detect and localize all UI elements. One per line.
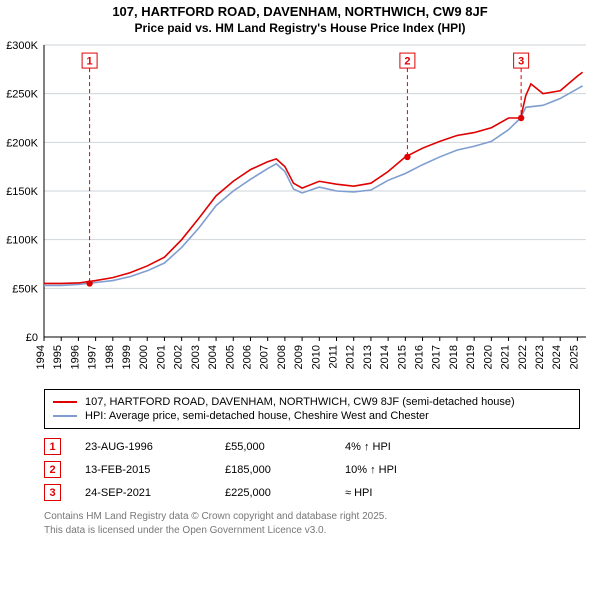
event-delta: 10% ↑ HPI <box>345 464 397 476</box>
svg-text:2022: 2022 <box>517 345 529 369</box>
footnote-line1: Contains HM Land Registry data © Crown c… <box>44 510 580 524</box>
event-date: 13-FEB-2015 <box>85 464 225 476</box>
legend-item: 107, HARTFORD ROAD, DAVENHAM, NORTHWICH,… <box>53 395 571 409</box>
svg-text:2015: 2015 <box>396 345 408 369</box>
svg-text:£250K: £250K <box>6 89 38 101</box>
svg-text:2025: 2025 <box>568 345 580 369</box>
legend-label: 107, HARTFORD ROAD, DAVENHAM, NORTHWICH,… <box>85 396 515 408</box>
event-badge: 1 <box>44 438 61 455</box>
legend-swatch <box>53 415 77 417</box>
svg-text:2023: 2023 <box>534 345 546 369</box>
svg-text:2013: 2013 <box>362 345 374 369</box>
event-row: 3 24-SEP-2021£225,000≈ HPI <box>44 481 580 504</box>
svg-text:2011: 2011 <box>328 345 340 369</box>
event-date: 24-SEP-2021 <box>85 487 225 499</box>
svg-text:2005: 2005 <box>224 345 236 369</box>
svg-text:1: 1 <box>87 55 93 67</box>
svg-text:1994: 1994 <box>35 345 47 369</box>
legend-item: HPI: Average price, semi-detached house,… <box>53 409 571 423</box>
svg-text:2012: 2012 <box>345 345 357 369</box>
svg-text:£200K: £200K <box>6 137 38 149</box>
svg-text:2009: 2009 <box>293 345 305 369</box>
title-sub: Price paid vs. HM Land Registry's House … <box>0 21 600 35</box>
svg-text:£100K: £100K <box>6 235 38 247</box>
event-delta: 4% ↑ HPI <box>345 441 391 453</box>
svg-text:1995: 1995 <box>52 345 64 369</box>
chart-container: 107, HARTFORD ROAD, DAVENHAM, NORTHWICH,… <box>0 0 600 590</box>
svg-text:2001: 2001 <box>155 345 167 369</box>
event-delta: ≈ HPI <box>345 487 372 499</box>
event-price: £225,000 <box>225 487 345 499</box>
event-badge: 2 <box>44 461 61 478</box>
svg-text:1996: 1996 <box>69 345 81 369</box>
footnote: Contains HM Land Registry data © Crown c… <box>44 510 580 537</box>
title-block: 107, HARTFORD ROAD, DAVENHAM, NORTHWICH,… <box>0 0 600 35</box>
svg-text:2000: 2000 <box>138 345 150 369</box>
svg-text:£50K: £50K <box>12 283 38 295</box>
event-price: £55,000 <box>225 441 345 453</box>
svg-text:2021: 2021 <box>500 345 512 369</box>
svg-text:1997: 1997 <box>87 345 99 369</box>
svg-text:2014: 2014 <box>379 345 391 369</box>
svg-text:2016: 2016 <box>414 345 426 369</box>
event-row: 2 13-FEB-2015£185,00010% ↑ HPI <box>44 458 580 481</box>
svg-text:2: 2 <box>404 55 410 67</box>
svg-text:2024: 2024 <box>551 345 563 369</box>
title-main: 107, HARTFORD ROAD, DAVENHAM, NORTHWICH,… <box>0 4 600 19</box>
event-badge: 3 <box>44 484 61 501</box>
svg-text:2008: 2008 <box>276 345 288 369</box>
svg-text:£150K: £150K <box>6 186 38 198</box>
svg-text:2004: 2004 <box>207 345 219 369</box>
svg-text:1999: 1999 <box>121 345 133 369</box>
line-chart: £0 £50K £100K £150K £200K £250K £300K 1994 1995 1… <box>0 35 600 385</box>
legend-label: HPI: Average price, semi-detached house,… <box>85 410 429 422</box>
legend: 107, HARTFORD ROAD, DAVENHAM, NORTHWICH,… <box>44 389 580 429</box>
svg-text:2020: 2020 <box>482 345 494 369</box>
svg-text:2007: 2007 <box>259 345 271 369</box>
svg-text:£300K: £300K <box>6 40 38 52</box>
svg-text:3: 3 <box>518 55 524 67</box>
svg-text:1998: 1998 <box>104 345 116 369</box>
svg-text:£0: £0 <box>26 332 38 344</box>
svg-text:2006: 2006 <box>241 345 253 369</box>
event-price: £185,000 <box>225 464 345 476</box>
svg-text:2018: 2018 <box>448 345 460 369</box>
footnote-line2: This data is licensed under the Open Gov… <box>44 524 580 538</box>
svg-text:2002: 2002 <box>173 345 185 369</box>
svg-text:2019: 2019 <box>465 345 477 369</box>
legend-swatch <box>53 401 77 403</box>
svg-text:2010: 2010 <box>310 345 322 369</box>
events-table: 1 23-AUG-1996£55,0004% ↑ HPI 2 13-FEB-2015£… <box>44 435 580 504</box>
event-row: 1 23-AUG-1996£55,0004% ↑ HPI <box>44 435 580 458</box>
event-date: 23-AUG-1996 <box>85 441 225 453</box>
svg-text:2017: 2017 <box>431 345 443 369</box>
svg-text:2003: 2003 <box>190 345 202 369</box>
